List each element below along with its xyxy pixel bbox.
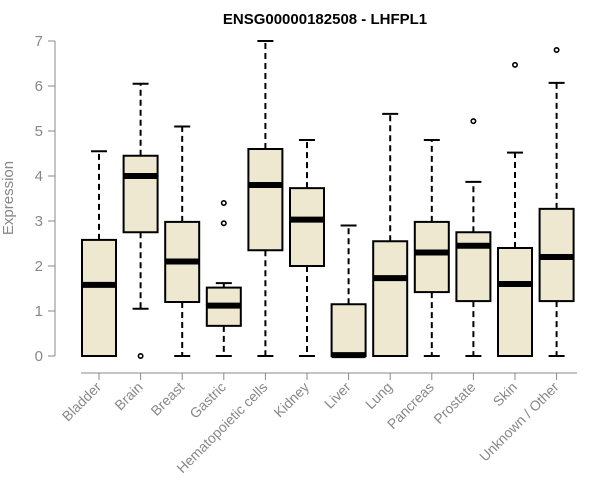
outlier-point — [470, 118, 477, 125]
x-tick-label: Lung — [362, 379, 395, 412]
x-tick-label: Unknown / Other — [476, 379, 562, 465]
box-liver — [330, 224, 367, 359]
iqr-box — [413, 220, 450, 294]
y-tick-label: 7 — [35, 33, 43, 50]
x-tick-label: Bladder — [59, 379, 105, 425]
outlier-point — [137, 352, 144, 359]
y-tick-label: 6 — [35, 78, 43, 95]
x-tick-label: Prostate — [430, 379, 478, 427]
x-tick-label: Skin — [490, 379, 521, 410]
x-tick-label: Brain — [111, 379, 145, 413]
x-tick-label: Kidney — [271, 379, 313, 421]
box-pancreas — [413, 139, 450, 357]
y-tick-label: 1 — [35, 303, 43, 320]
y-tick-label: 5 — [35, 123, 43, 140]
y-tick-label: 4 — [35, 168, 43, 185]
box-kidney — [289, 139, 325, 357]
iqr-box — [497, 247, 533, 357]
box-hematopoietic-cells — [247, 40, 284, 357]
outlier-point — [220, 220, 227, 227]
outlier-point — [220, 200, 227, 207]
iqr-box — [122, 154, 159, 234]
chart-title: ENSG00000182508 - LHFPL1 — [223, 11, 427, 28]
box-prostate — [455, 118, 492, 357]
iqr-box — [247, 148, 284, 252]
box-breast — [164, 125, 201, 357]
y-axis-label: Expression — [0, 161, 17, 235]
outlier-point — [511, 61, 518, 68]
y-tick-label: 3 — [35, 213, 43, 230]
y-ticks: 0 1 2 3 4 5 6 7 — [35, 33, 55, 365]
box-bladder — [81, 150, 117, 357]
box-brain — [122, 82, 159, 359]
iqr-box — [372, 240, 409, 357]
box-unknown-other — [538, 46, 575, 357]
iqr-box — [289, 187, 325, 267]
outlier-point — [553, 46, 560, 53]
box-gastric — [205, 200, 242, 357]
boxes — [81, 40, 575, 359]
box-skin — [497, 61, 533, 357]
x-tick-label: Breast — [147, 379, 187, 419]
iqr-box — [455, 231, 492, 303]
y-tick-label: 0 — [35, 348, 43, 365]
iqr-box — [81, 238, 117, 357]
y-tick-label: 2 — [35, 258, 43, 275]
iqr-box — [330, 303, 367, 357]
x-tick-label: Liver — [321, 379, 354, 412]
box-lung — [372, 112, 409, 357]
